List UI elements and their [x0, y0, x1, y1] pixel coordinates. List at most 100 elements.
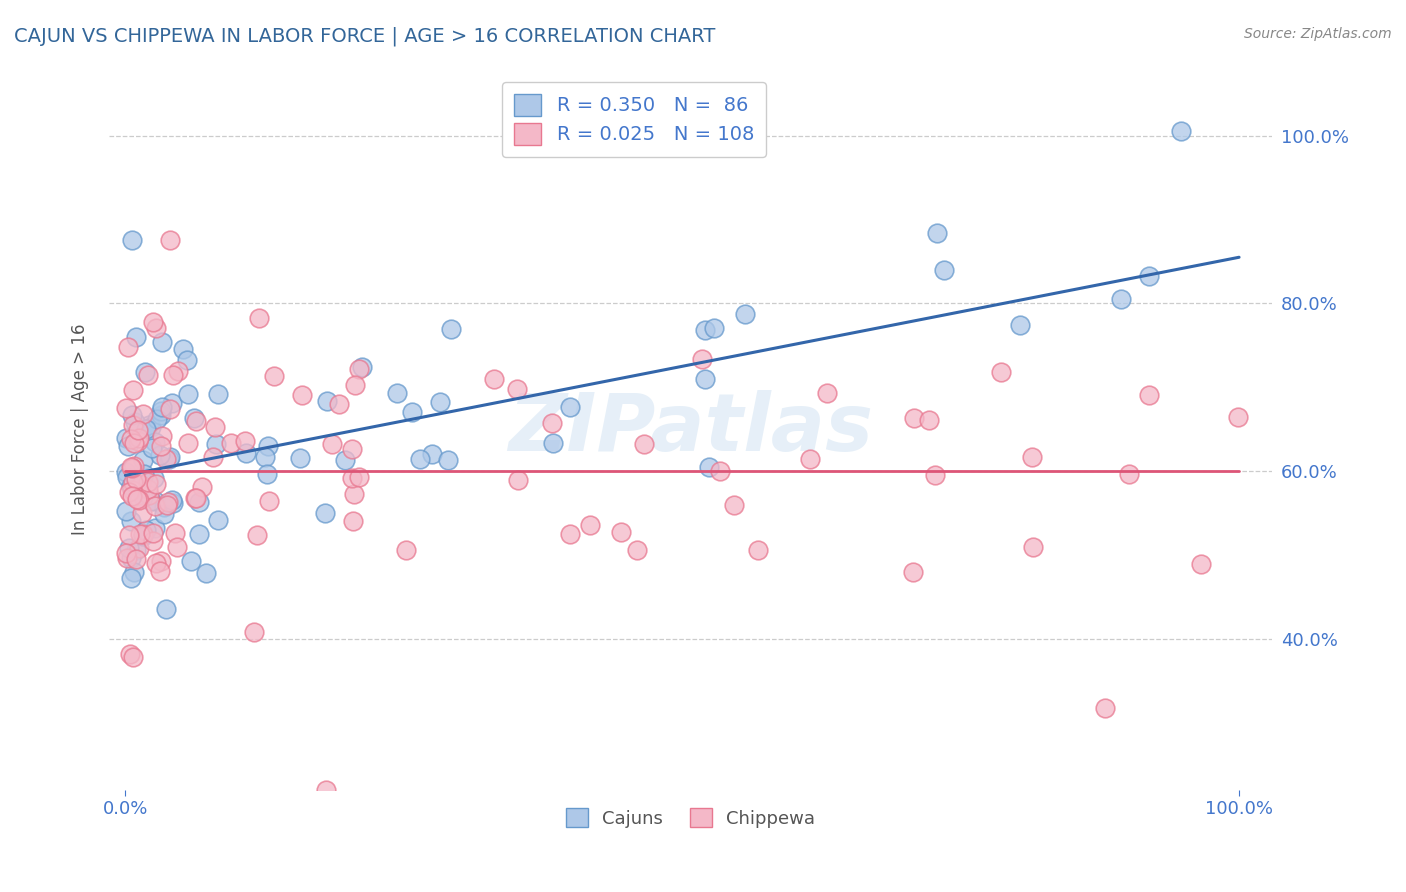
Point — [177, 387, 200, 401]
Point — [127, 434, 149, 448]
Point — [349, 470, 371, 484]
Point — [135, 422, 157, 436]
Point — [195, 566, 218, 580]
Point — [132, 529, 155, 543]
Point — [315, 783, 337, 797]
Point — [343, 378, 366, 392]
Point — [128, 541, 150, 555]
Point — [903, 565, 925, 579]
Point — [1137, 268, 1160, 283]
Point — [932, 263, 955, 277]
Point — [142, 315, 165, 329]
Point — [180, 554, 202, 568]
Point — [440, 322, 463, 336]
Point — [321, 437, 343, 451]
Point — [122, 458, 145, 473]
Point — [290, 451, 312, 466]
Point — [205, 436, 228, 450]
Point — [924, 467, 946, 482]
Point — [120, 479, 142, 493]
Point — [245, 528, 267, 542]
Point — [703, 321, 725, 335]
Point — [125, 551, 148, 566]
Point — [129, 477, 152, 491]
Point — [340, 470, 363, 484]
Point — [420, 446, 443, 460]
Point — [1021, 540, 1043, 554]
Point — [1094, 700, 1116, 714]
Point — [247, 311, 270, 326]
Point — [1170, 124, 1192, 138]
Point — [138, 475, 160, 490]
Point — [160, 395, 183, 409]
Point — [314, 506, 336, 520]
Point — [150, 429, 173, 443]
Legend: Cajuns, Chippewa: Cajuns, Chippewa — [558, 801, 823, 835]
Point — [145, 320, 167, 334]
Point — [115, 503, 138, 517]
Point — [1109, 293, 1132, 307]
Point — [157, 452, 180, 467]
Point — [190, 480, 212, 494]
Point — [429, 395, 451, 409]
Point — [145, 556, 167, 570]
Point — [145, 477, 167, 491]
Point — [135, 523, 157, 537]
Point — [166, 364, 188, 378]
Point — [918, 413, 941, 427]
Point — [122, 418, 145, 433]
Point — [395, 543, 418, 558]
Point — [138, 368, 160, 382]
Point — [188, 495, 211, 509]
Text: CAJUN VS CHIPPEWA IN LABOR FORCE | AGE > 16 CORRELATION CHART: CAJUN VS CHIPPEWA IN LABOR FORCE | AGE >… — [14, 27, 716, 46]
Point — [134, 365, 156, 379]
Point — [385, 386, 408, 401]
Y-axis label: In Labor Force | Age > 16: In Labor Force | Age > 16 — [72, 324, 89, 535]
Point — [139, 493, 162, 508]
Point — [124, 472, 146, 486]
Point — [183, 410, 205, 425]
Point — [115, 431, 138, 445]
Point — [235, 434, 257, 449]
Point — [131, 506, 153, 520]
Point — [134, 467, 156, 481]
Point — [150, 335, 173, 350]
Point — [131, 472, 153, 486]
Point — [291, 388, 314, 402]
Point — [401, 405, 423, 419]
Point — [165, 525, 187, 540]
Text: Source: ZipAtlas.com: Source: ZipAtlas.com — [1244, 27, 1392, 41]
Point — [201, 450, 224, 464]
Point — [506, 474, 529, 488]
Point — [132, 453, 155, 467]
Point — [1189, 557, 1212, 571]
Point — [335, 453, 357, 467]
Point — [127, 423, 149, 437]
Point — [990, 365, 1012, 379]
Point — [115, 470, 138, 484]
Point — [578, 518, 600, 533]
Point — [541, 416, 564, 430]
Point — [132, 407, 155, 421]
Point — [120, 571, 142, 585]
Point — [139, 420, 162, 434]
Point — [1021, 450, 1043, 464]
Point — [166, 540, 188, 554]
Point — [156, 498, 179, 512]
Point — [149, 439, 172, 453]
Point — [162, 368, 184, 382]
Point — [121, 409, 143, 423]
Point — [120, 432, 142, 446]
Point — [114, 465, 136, 479]
Point — [695, 323, 717, 337]
Point — [184, 491, 207, 505]
Point — [138, 418, 160, 433]
Point — [437, 452, 460, 467]
Point — [121, 461, 143, 475]
Point — [1118, 467, 1140, 481]
Point — [143, 494, 166, 508]
Point — [482, 371, 505, 385]
Point — [160, 492, 183, 507]
Point — [257, 439, 280, 453]
Point — [693, 372, 716, 386]
